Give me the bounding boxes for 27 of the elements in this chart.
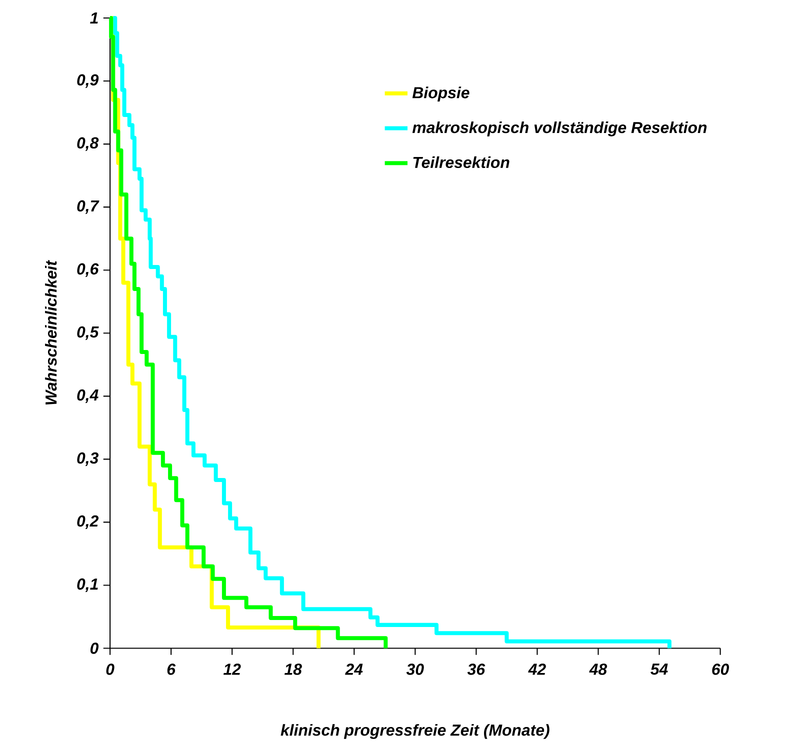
x-tick-label: 0 xyxy=(106,664,114,675)
y-tick-label: 0,7 xyxy=(77,200,100,214)
x-tick-label: 18 xyxy=(284,664,302,675)
x-tick-label: 54 xyxy=(650,664,668,675)
y-tick-label: 0,8 xyxy=(77,137,99,151)
y-tick-label: 0,6 xyxy=(77,263,99,277)
x-tick-label: 36 xyxy=(467,664,486,675)
y-tick-label: 0,2 xyxy=(77,515,99,530)
x-axis-title: klinisch progressfreie Zeit (Monate) xyxy=(280,724,550,739)
y-tick-label: 0,1 xyxy=(77,578,98,592)
legend-label: Teilresektion xyxy=(413,156,510,168)
legend-label: Biopsie xyxy=(412,86,470,102)
y-tick-label: 0,4 xyxy=(77,389,98,403)
x-tick-label: 42 xyxy=(528,664,546,675)
x-tick-label: 6 xyxy=(167,664,176,675)
x-tick-label: 30 xyxy=(406,664,424,675)
y-tick-label: 0,5 xyxy=(77,326,99,340)
y-axis-title: Wahrscheinlichkeit xyxy=(45,260,57,405)
x-tick-label: 60 xyxy=(712,664,730,675)
y-tick-label: 0 xyxy=(90,642,99,654)
x-tick-label: 12 xyxy=(223,664,241,675)
x-tick-label: 48 xyxy=(589,664,608,675)
x-tick-label: 24 xyxy=(345,664,363,675)
y-tick-label: 0,3 xyxy=(77,452,99,466)
y-tick-label: 1 xyxy=(90,12,98,24)
legend-label: makroskopisch vollständige Resektion xyxy=(412,122,707,136)
y-tick-label: 0,9 xyxy=(77,74,99,88)
